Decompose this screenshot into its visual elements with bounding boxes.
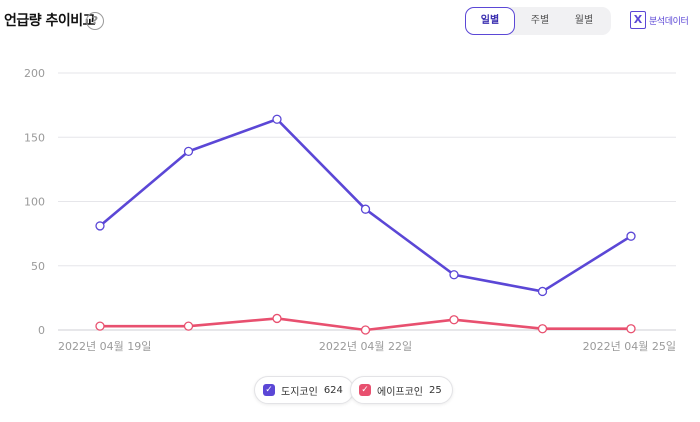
y-tick-label: 0 [38,324,45,337]
data-point [626,324,636,334]
chart-grid [58,72,676,331]
legend-label: 에이프코인 [377,386,423,398]
x-tick-label: 2022년 04월 19일 [58,339,151,353]
legend-count: 624 [323,384,343,396]
y-tick-label: 150 [24,131,45,144]
excel-icon: X [630,11,646,29]
data-point [626,231,636,241]
data-point [183,146,194,157]
x-tick-label: 2022년 04월 22일 [319,339,412,353]
analysis-data-button[interactable]: X 분석데이터 [630,11,689,29]
period-monthly-button[interactable]: 월별 [574,15,594,26]
data-point [272,114,282,124]
y-tick-label: 100 [24,196,45,209]
data-point [449,315,459,325]
chart-series [95,114,636,335]
data-point [537,286,548,297]
help-icon[interactable]: ? [86,12,104,30]
data-point [95,321,105,331]
data-point [360,204,371,214]
data-point [537,324,548,334]
y-axis-ticks: 0 50 100 150 200 [24,67,45,337]
y-tick-label: 50 [31,260,45,273]
period-daily-button[interactable]: 일별 [465,7,515,35]
period-toggle-group: 일별 주별 월별 [465,7,611,35]
legend-item-dogecoin[interactable]: ✓ 도지코인 624 [254,376,354,404]
data-point [183,321,194,331]
data-point [272,313,282,324]
x-axis-ticks: 2022년 04월 19일 2022년 04월 22일 2022년 04월 25일 [58,339,676,353]
y-tick-label: 200 [24,67,45,80]
period-weekly-button[interactable]: 주별 [530,15,550,26]
data-point [449,270,459,280]
data-point [95,221,105,231]
legend-item-apecoin[interactable]: ✓ 에이프코인 25 [350,376,453,404]
x-tick-label: 2022년 04월 25일 [583,339,676,353]
page-title: 언급량 추이비교 [4,13,96,29]
legend-label: 도지코인 [281,386,318,398]
legend-count: 25 [429,384,442,396]
checkbox-checked-icon: ✓ [263,384,275,396]
analysis-data-label: 분석데이터 [649,16,689,27]
data-point [360,325,371,335]
checkbox-checked-icon: ✓ [359,384,371,396]
